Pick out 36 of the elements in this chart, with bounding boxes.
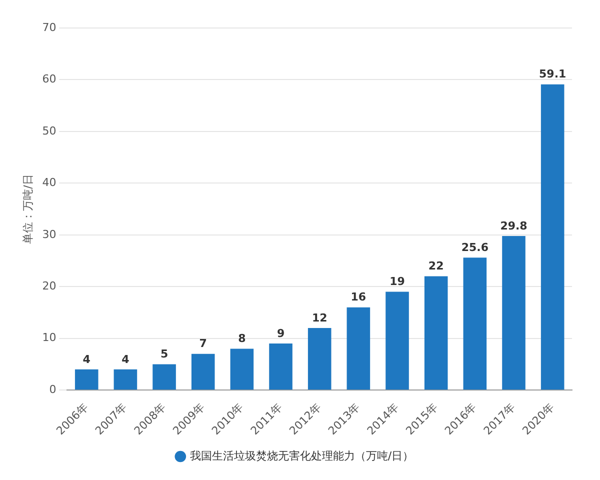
data-label: 29.8	[500, 219, 528, 232]
y-tick-label: 20	[42, 279, 56, 292]
legend-label: 我国生活垃圾焚烧无害化处理能力（万吨/日）	[190, 449, 414, 462]
y-tick-label: 60	[42, 72, 56, 86]
bar	[386, 292, 409, 390]
data-label: 9	[276, 326, 285, 340]
data-label: 5	[160, 348, 168, 361]
data-label: 4	[82, 352, 91, 366]
y-tick-label: 10	[42, 331, 56, 344]
bar	[114, 369, 138, 390]
bar	[152, 364, 176, 390]
bar	[463, 258, 487, 390]
bar	[74, 369, 98, 390]
bar	[269, 344, 292, 390]
data-label: 16	[350, 290, 366, 304]
y-tick-label: 70	[42, 20, 56, 34]
bar	[230, 348, 254, 390]
bar	[346, 307, 370, 390]
y-axis-title: 单位：万吨/日	[21, 174, 34, 244]
y-tick-label: 40	[42, 176, 56, 190]
data-label: 59.1	[539, 68, 566, 81]
data-label: 22	[428, 260, 444, 273]
data-label: 7	[199, 337, 207, 350]
data-label: 19	[390, 275, 405, 288]
data-label: 12	[312, 311, 328, 324]
y-tick-label: 50	[42, 124, 56, 138]
bar	[308, 328, 332, 390]
bar	[191, 354, 215, 390]
bar	[540, 84, 564, 390]
y-tick-label: 30	[42, 228, 56, 241]
data-label: 4	[122, 352, 130, 366]
data-label: 8	[238, 332, 246, 346]
bar	[424, 276, 448, 390]
data-label: 25.6	[461, 241, 489, 254]
bar	[502, 236, 526, 390]
y-tick-label: 0	[49, 382, 56, 396]
